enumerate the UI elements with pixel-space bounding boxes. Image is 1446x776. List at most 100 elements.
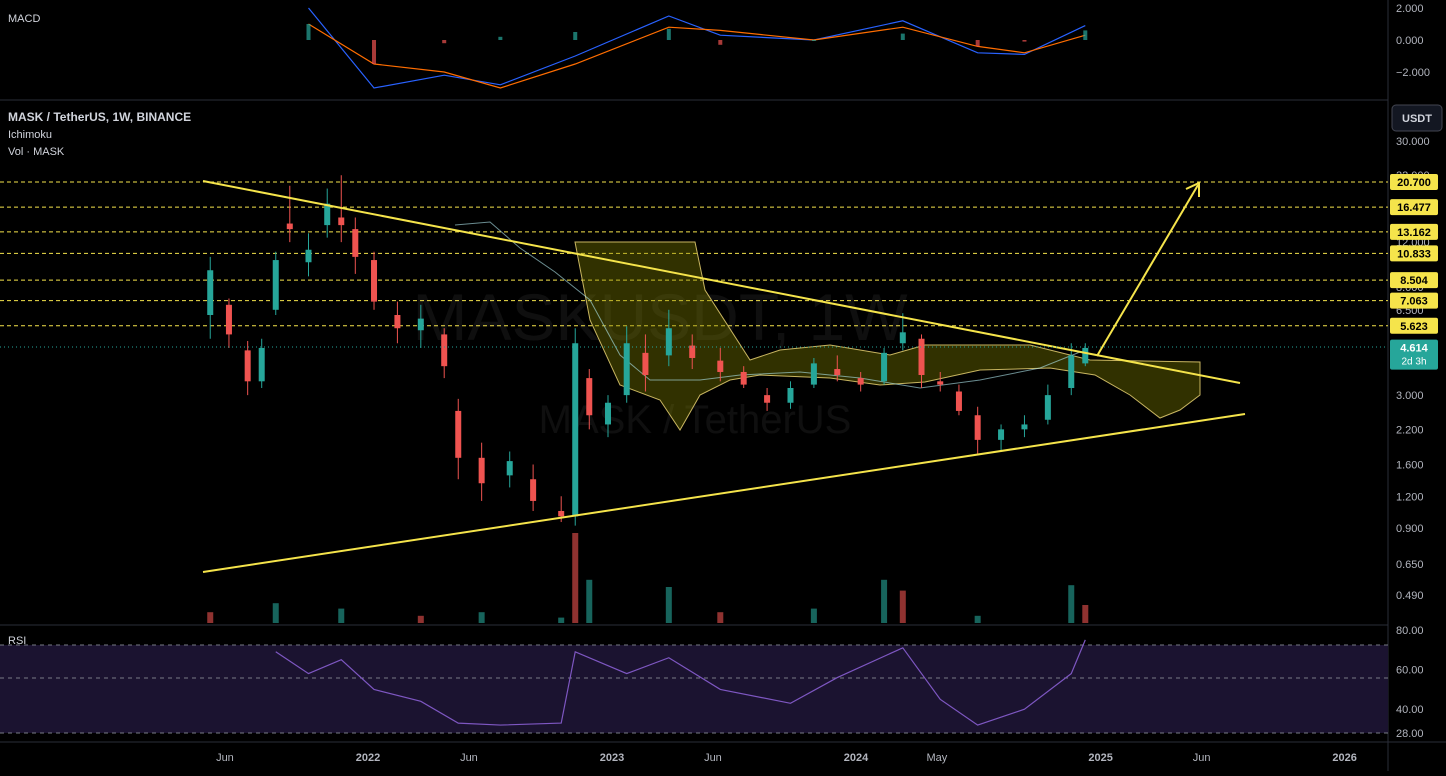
price-tick-0: 30.000	[1396, 136, 1430, 148]
symbol-title[interactable]: MASK / TetherUS, 1W, BINANCE	[8, 110, 191, 124]
volume-bar-2	[338, 608, 345, 623]
candle-body-16	[506, 461, 513, 476]
macd-hist-7	[811, 40, 816, 41]
macd-hist-1	[372, 40, 377, 64]
volume-bar-10	[810, 608, 817, 623]
level-tag-label-4: 8.504	[1400, 275, 1428, 287]
candle-body-4	[272, 260, 279, 310]
level-tag-label-3: 10.833	[1397, 248, 1431, 260]
candle-body-19	[572, 343, 579, 517]
candle-body-30	[810, 363, 817, 385]
cloud-shape	[574, 241, 1201, 431]
candle-body-31	[834, 369, 841, 376]
macd-pane	[306, 7, 1088, 89]
macd-line	[308, 7, 1086, 89]
candle-body-33	[881, 352, 888, 382]
candle-body-0	[207, 270, 214, 316]
candle-body-14	[455, 410, 462, 458]
volume-bar-9	[717, 612, 724, 623]
macd-hist-4	[573, 32, 578, 40]
candle-body-12	[417, 318, 424, 331]
candle-body-9	[352, 229, 359, 257]
time-axis[interactable]: Jun 2022 Jun 2023 Jun 2024 May 2025 Jun 2026	[216, 752, 1357, 764]
rsi-label: RSI	[8, 635, 26, 647]
volume-bars	[207, 533, 1089, 623]
price-tick-12: 0.650	[1396, 559, 1424, 571]
upper-trendline[interactable]	[202, 180, 1241, 384]
candle-body-39	[998, 429, 1005, 440]
candle-body-40	[1021, 424, 1028, 430]
lower-trendline[interactable]	[202, 413, 1246, 573]
watermark-symbol: MASKUSDT, 1W	[412, 280, 908, 354]
candle-body-15	[478, 457, 485, 484]
macd-tick-2: −2.000	[1396, 67, 1430, 79]
macd-hist-8	[900, 33, 905, 40]
candle-body-13	[441, 334, 448, 367]
price-tick-8: 2.200	[1396, 424, 1424, 436]
macd-hist-11	[1083, 30, 1088, 40]
volume-bar-15	[1082, 605, 1089, 623]
horizontal-levels	[0, 181, 1388, 327]
ichimoku-label[interactable]: Ichimoku	[8, 129, 52, 141]
ichimoku-cloud	[454, 221, 1201, 431]
candle-body-29	[787, 388, 794, 403]
volume-label[interactable]: Vol · MASK	[8, 146, 65, 158]
current-price-tag	[1390, 339, 1438, 370]
projection-arrowhead	[1185, 181, 1200, 197]
macd-tick-0: 2.000	[1396, 3, 1424, 15]
level-tag-1	[1390, 199, 1438, 216]
price-tick-9: 1.600	[1396, 460, 1424, 472]
level-tag-5	[1390, 292, 1438, 309]
macd-hist-10	[1022, 40, 1027, 42]
candle-body-37	[955, 391, 962, 411]
candle-body-20	[586, 378, 593, 416]
candle-body-2	[244, 350, 251, 382]
time-tick-4: Jun	[704, 752, 722, 764]
candle-body-5	[286, 223, 293, 230]
candle-body-1	[225, 304, 232, 335]
candle-body-11	[394, 315, 401, 329]
candle-body-8	[338, 217, 345, 226]
price-axis[interactable]: 30.00022.00016.00012.0008.0006.5003.0002…	[1390, 3, 1438, 740]
volume-bar-7	[586, 579, 593, 623]
currency-button[interactable]	[1391, 104, 1443, 132]
candle-body-6	[305, 249, 312, 263]
candle-body-41	[1044, 395, 1051, 420]
countdown-value: 2d 3h	[1401, 357, 1426, 368]
rsi-tick-1: 60.00	[1396, 665, 1424, 677]
currency-button-label: USDT	[1402, 113, 1432, 125]
volume-bar-4	[478, 612, 485, 623]
volume-bar-14	[1068, 585, 1075, 623]
level-tag-2	[1390, 223, 1438, 240]
time-tick-7: 2025	[1088, 752, 1112, 764]
price-tick-7: 3.000	[1396, 390, 1424, 402]
level-tag-0	[1390, 173, 1438, 190]
time-tick-0: Jun	[216, 752, 234, 764]
time-tick-2: Jun	[460, 752, 478, 764]
projection-arrow[interactable]	[1096, 184, 1199, 357]
macd-label: MACD	[8, 13, 40, 25]
level-tag-label-2: 13.162	[1397, 227, 1431, 239]
candle-body-10	[371, 260, 378, 302]
candle-body-43	[1082, 347, 1089, 364]
time-tick-1: 2022	[356, 752, 380, 764]
volume-bar-1	[272, 603, 279, 623]
candle-body-36	[937, 381, 944, 385]
candle-body-7	[324, 203, 331, 226]
level-tag-label-1: 16.477	[1397, 202, 1431, 214]
macd-hist-3	[498, 36, 503, 40]
time-tick-3: 2023	[600, 752, 624, 764]
candle-body-32	[857, 378, 864, 385]
macd-hist-9	[975, 40, 980, 47]
candle-body-17	[530, 479, 537, 501]
rsi-pane	[275, 639, 1086, 726]
signal-line	[308, 23, 1086, 89]
candles	[207, 175, 1089, 526]
macd-hist-2	[442, 40, 447, 44]
volume-bar-0	[207, 612, 214, 623]
volume-bar-12	[899, 590, 906, 623]
price-tick-11: 0.900	[1396, 523, 1424, 535]
candle-body-18	[558, 510, 565, 517]
